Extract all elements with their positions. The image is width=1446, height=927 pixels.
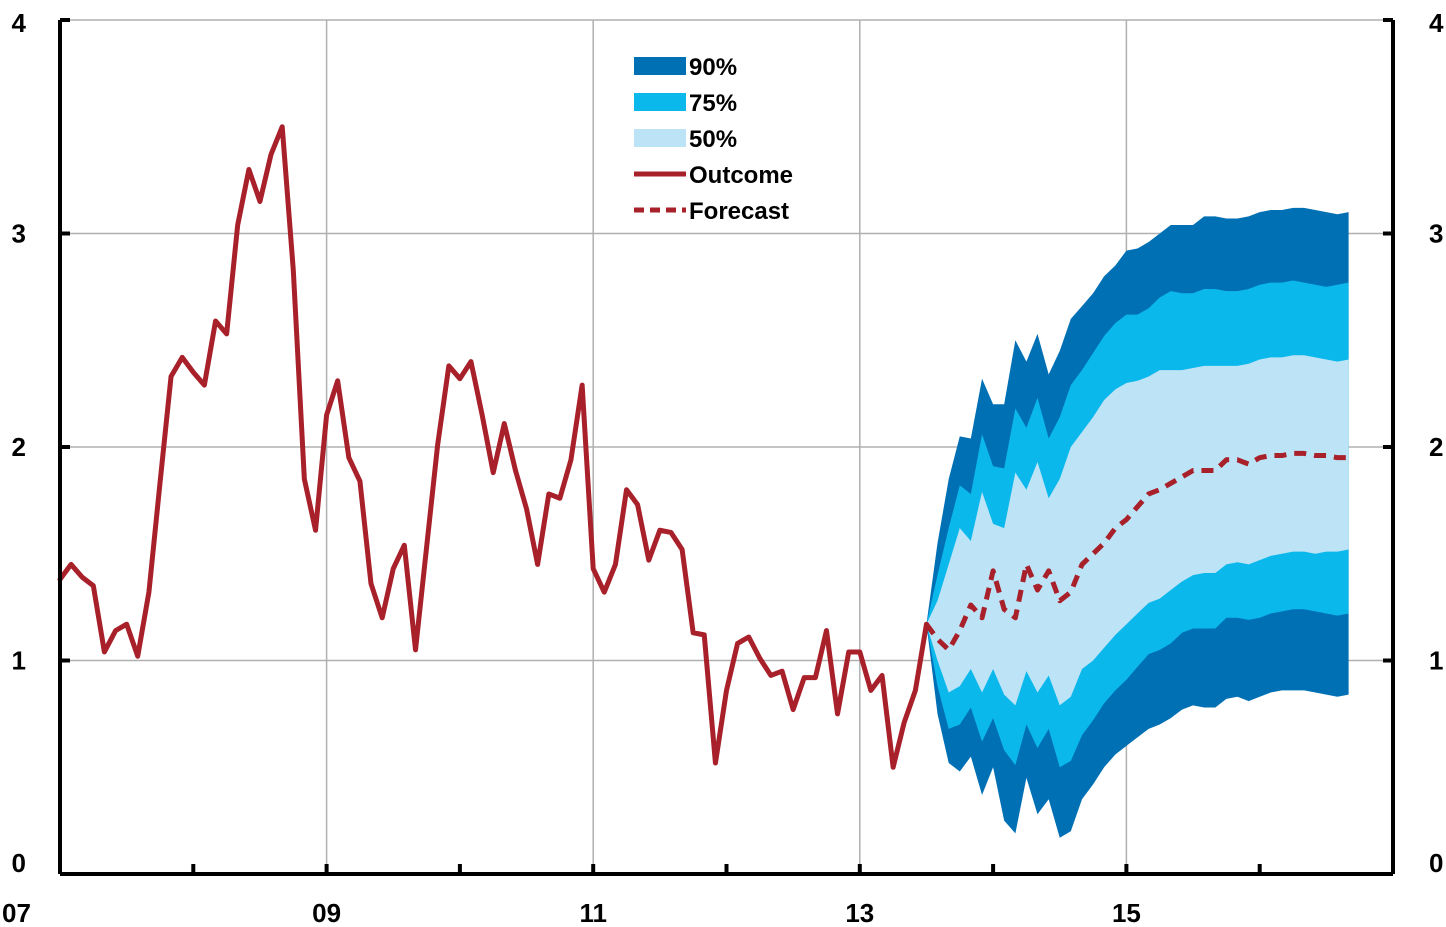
y-tick-label-left: 3 bbox=[12, 219, 26, 249]
y-tick-label-right: 3 bbox=[1429, 219, 1443, 249]
outcome-line bbox=[57, 124, 929, 770]
x-tick-label: 13 bbox=[845, 898, 874, 927]
y-tick-label-right: 0 bbox=[1429, 848, 1443, 878]
legend-swatch bbox=[634, 57, 686, 75]
fan-bands bbox=[926, 207, 1349, 838]
legend-label: Outcome bbox=[689, 162, 793, 189]
legend-label: 90% bbox=[689, 54, 737, 81]
y-tick-label-right: 4 bbox=[1429, 8, 1444, 38]
legend-swatch bbox=[634, 93, 686, 111]
band-50 bbox=[926, 355, 1349, 706]
legend-label: 75% bbox=[689, 90, 737, 117]
y-tick-label-right: 1 bbox=[1429, 646, 1443, 676]
x-tick-label: 15 bbox=[1112, 898, 1141, 927]
legend-item-forecast: Forecast bbox=[634, 198, 789, 225]
series-lines bbox=[57, 124, 1349, 770]
legend-label: Forecast bbox=[689, 198, 789, 225]
legend-item-90: 90% bbox=[634, 54, 737, 81]
legend-item-50: 50% bbox=[634, 126, 737, 153]
x-tick-label: 07 bbox=[2, 898, 31, 927]
y-tick-label-left: 4 bbox=[12, 8, 27, 38]
y-tick-label-right: 2 bbox=[1429, 432, 1443, 462]
legend-item-75: 75% bbox=[634, 90, 737, 117]
legend-label: 50% bbox=[689, 126, 737, 153]
x-tick-label: 11 bbox=[579, 898, 607, 927]
legend-item-outcome: Outcome bbox=[634, 162, 793, 189]
legend-swatch bbox=[634, 129, 686, 147]
y-tick-label-left: 1 bbox=[12, 646, 26, 676]
y-tick-label-left: 0 bbox=[12, 848, 26, 878]
forecast-line bbox=[924, 450, 1349, 653]
x-tick-label: 09 bbox=[312, 898, 341, 927]
legend: 90% 75% 50% Outcome Forecast bbox=[634, 54, 793, 225]
axes: 0 01 12 23 34 407 09 11 13 15 bbox=[2, 8, 1444, 927]
y-tick-label-left: 2 bbox=[12, 432, 26, 462]
